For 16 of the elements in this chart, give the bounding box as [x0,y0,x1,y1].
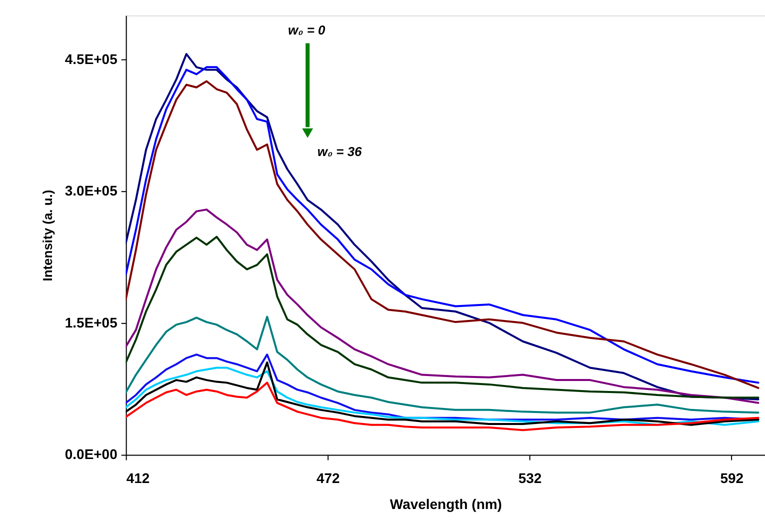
line-series [126,208,760,404]
y-tick-label: 3.0E+05 [64,182,118,199]
annotation: w₀ = 36 [317,144,363,160]
x-axis-title: Wavelength (nm) [390,496,502,512]
x-tick-label: 532 [518,470,542,486]
y-tick-label: 4.5E+05 [64,50,118,67]
line-series [126,316,760,414]
y-tick-label: 0.0E+00 [64,446,118,462]
x-tick-label: 472 [316,470,340,486]
line-series [126,382,760,432]
y-axis-title: Intensity (a. u.) [40,190,55,282]
x-tick-label: 412 [126,470,150,486]
y-tick-label: 1.5E+05 [64,314,118,330]
annotation: w₀ = 0 [288,22,326,38]
line-series [126,236,760,399]
x-tick-label: 592 [720,470,744,486]
